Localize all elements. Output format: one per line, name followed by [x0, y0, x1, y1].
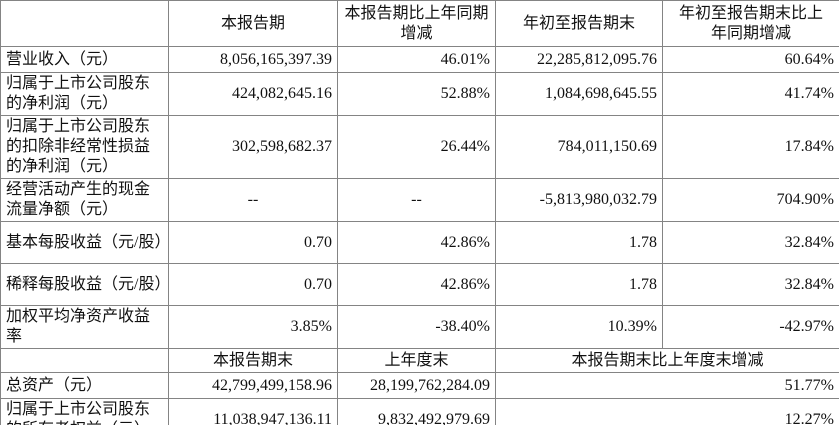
- cell-value: 1.78: [495, 263, 663, 306]
- cell-value: 302,598,682.37: [168, 115, 338, 179]
- cell-value: -38.40%: [337, 305, 496, 349]
- cell-value: 1.78: [495, 221, 663, 264]
- cell-value: 41.74%: [662, 72, 839, 116]
- table-row-operating-cash-flow: 经营活动产生的现金流量净额（元） -- -- -5,813,980,032.79…: [0, 178, 839, 222]
- table-row-total-assets: 总资产（元） 42,799,499,158.96 28,199,762,284.…: [0, 372, 839, 399]
- cell-value: 26.44%: [337, 115, 496, 179]
- cell-value: 0.70: [168, 263, 338, 306]
- table-row-owners-equity: 归属于上市公司股东的所有者权益（元） 11,038,947,136.11 9,8…: [0, 398, 839, 425]
- row-label: 总资产（元）: [0, 372, 169, 399]
- table-header-row-period: 本报告期 本报告期比上年同期 增减 年初至报告期末 年初至报告期末比上 年同期增…: [0, 0, 839, 47]
- cell-value: 28,199,762,284.09: [337, 372, 496, 399]
- cell-value: 704.90%: [662, 178, 839, 222]
- header-blank-cell: [0, 0, 169, 47]
- cell-value: --: [168, 178, 338, 222]
- cell-value: 10.39%: [495, 305, 663, 349]
- cell-value: 32.84%: [662, 221, 839, 264]
- column-header-ytd: 年初至报告期末: [495, 0, 663, 47]
- cell-value: --: [337, 178, 496, 222]
- cell-value: 46.01%: [337, 46, 496, 73]
- column-header-current-period: 本报告期: [168, 0, 338, 47]
- row-label: 归属于上市公司股东的净利润（元）: [0, 72, 169, 116]
- column-header-ytd-yoy-change: 年初至报告期末比上 年同期增减: [662, 0, 839, 47]
- cell-value: 3.85%: [168, 305, 338, 349]
- cell-value: 17.84%: [662, 115, 839, 179]
- cell-value: 22,285,812,095.76: [495, 46, 663, 73]
- table-row-revenue: 营业收入（元） 8,056,165,397.39 46.01% 22,285,8…: [0, 46, 839, 73]
- row-label: 归属于上市公司股东的扣除非经常性损益的净利润（元）: [0, 115, 169, 179]
- header-blank-cell: [0, 348, 169, 373]
- cell-value: 32.84%: [662, 263, 839, 306]
- column-header-yoy-change: 本报告期比上年同期 增减: [337, 0, 496, 47]
- cell-value: -5,813,980,032.79: [495, 178, 663, 222]
- column-header-change-vs-prior-year-end: 本报告期末比上年度末增减: [495, 348, 839, 373]
- cell-value: -42.97%: [662, 305, 839, 349]
- cell-value: 51.77%: [495, 372, 839, 399]
- cell-value: 8,056,165,397.39: [168, 46, 338, 73]
- cell-value: 11,038,947,136.11: [168, 398, 338, 425]
- cell-value: 9,832,492,979.69: [337, 398, 496, 425]
- table-row-net-profit: 归属于上市公司股东的净利润（元） 424,082,645.16 52.88% 1…: [0, 72, 839, 116]
- cell-value: 784,011,150.69: [495, 115, 663, 179]
- table-row-diluted-eps: 稀释每股收益（元/股） 0.70 42.86% 1.78 32.84%: [0, 263, 839, 306]
- table-row-net-profit-excl-nonrecurring: 归属于上市公司股东的扣除非经常性损益的净利润（元） 302,598,682.37…: [0, 115, 839, 179]
- row-label: 稀释每股收益（元/股）: [0, 263, 169, 306]
- row-label: 经营活动产生的现金流量净额（元）: [0, 178, 169, 222]
- cell-value: 42.86%: [337, 263, 496, 306]
- cell-value: 60.64%: [662, 46, 839, 73]
- cell-value: 42,799,499,158.96: [168, 372, 338, 399]
- column-header-prior-year-end: 上年度末: [337, 348, 496, 373]
- cell-value: 42.86%: [337, 221, 496, 264]
- table-header-row-period-end: 本报告期末 上年度末 本报告期末比上年度末增减: [0, 348, 839, 373]
- cell-value: 424,082,645.16: [168, 72, 338, 116]
- table-row-basic-eps: 基本每股收益（元/股） 0.70 42.86% 1.78 32.84%: [0, 221, 839, 264]
- row-label: 营业收入（元）: [0, 46, 169, 73]
- cell-value: 0.70: [168, 221, 338, 264]
- table-row-weighted-avg-roe: 加权平均净资产收益率 3.85% -38.40% 10.39% -42.97%: [0, 305, 839, 349]
- row-label: 归属于上市公司股东的所有者权益（元）: [0, 398, 169, 425]
- row-label: 基本每股收益（元/股）: [0, 221, 169, 264]
- column-header-period-end: 本报告期末: [168, 348, 338, 373]
- row-label: 加权平均净资产收益率: [0, 305, 169, 349]
- cell-value: 1,084,698,645.55: [495, 72, 663, 116]
- cell-value: 12.27%: [495, 398, 839, 425]
- cell-value: 52.88%: [337, 72, 496, 116]
